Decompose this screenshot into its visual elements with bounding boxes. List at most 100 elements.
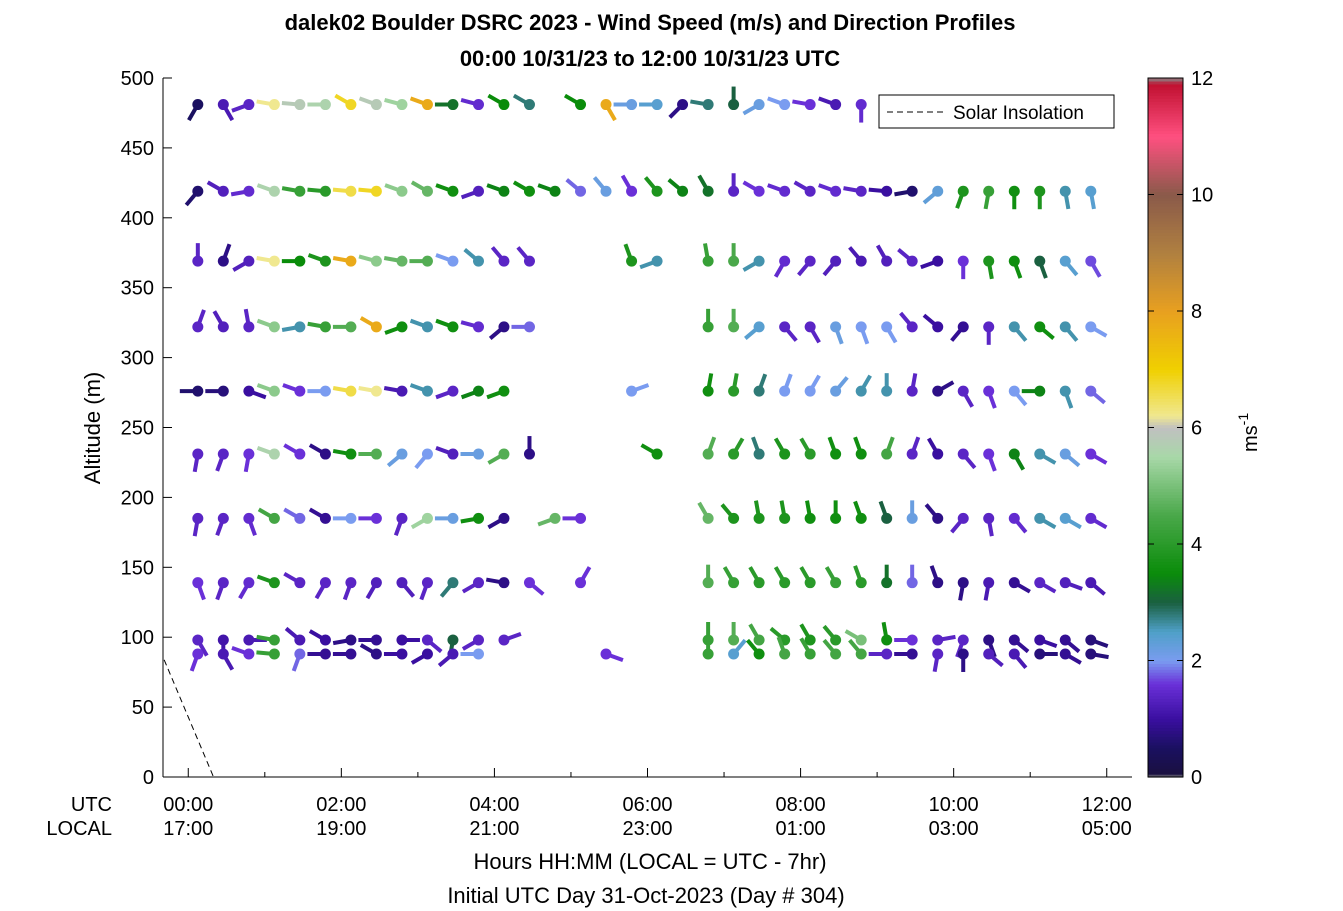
wind-barb-dot bbox=[804, 99, 816, 111]
wind-barb-dot bbox=[396, 99, 408, 111]
wind-barb-dot bbox=[345, 385, 357, 397]
wind-barb-dot bbox=[983, 448, 995, 460]
colorbar-segment bbox=[1148, 147, 1183, 152]
wind-barb-dot bbox=[447, 185, 459, 197]
wind-barb-dot bbox=[294, 634, 306, 646]
wind-barb-dot bbox=[1008, 634, 1020, 646]
colorbar-segment bbox=[1148, 631, 1183, 635]
colorbar-segment bbox=[1148, 619, 1183, 624]
wind-barb-dot bbox=[217, 255, 229, 267]
wind-barb-dot bbox=[447, 321, 459, 333]
wind-barb-dot bbox=[779, 577, 791, 589]
colorbar-segment bbox=[1148, 672, 1183, 676]
colorbar-segment bbox=[1148, 721, 1183, 726]
colorbar-segment bbox=[1148, 220, 1183, 225]
wind-barb-dot bbox=[1059, 185, 1071, 197]
colorbar-segment bbox=[1148, 156, 1183, 161]
colorbar-segment bbox=[1148, 136, 1183, 140]
wind-barb-dot bbox=[983, 512, 995, 524]
wind-barb-dot bbox=[370, 385, 382, 397]
colorbar-segment bbox=[1148, 657, 1183, 662]
wind-barb-dot bbox=[779, 385, 791, 397]
colorbar-segment bbox=[1148, 229, 1183, 233]
wind-barb-dot bbox=[932, 648, 944, 660]
wind-barb-dot bbox=[855, 321, 867, 333]
wind-barb-dot bbox=[575, 185, 587, 197]
colorbar-segment bbox=[1148, 663, 1183, 667]
wind-barb-dot bbox=[447, 99, 459, 111]
legend: Solar Insolation bbox=[878, 94, 1115, 129]
wind-barb-dot bbox=[549, 185, 561, 197]
wind-barb-dot bbox=[753, 385, 765, 397]
wind-barb-dot bbox=[830, 99, 842, 111]
colorbar-tick-label: 10 bbox=[1191, 185, 1213, 207]
wind-barb-dot bbox=[575, 577, 587, 589]
wind-barb-dot bbox=[728, 99, 740, 111]
colorbar-segment bbox=[1148, 182, 1183, 187]
colorbar-segment bbox=[1148, 634, 1183, 638]
wind-barb-dot bbox=[421, 634, 433, 646]
wind-barb-dot bbox=[192, 634, 204, 646]
wind-barb-dot bbox=[983, 577, 995, 589]
wind-barb-dot bbox=[243, 648, 255, 660]
colorbar-segment bbox=[1148, 640, 1183, 644]
colorbar-segment bbox=[1148, 121, 1183, 126]
colorbar-tick-label: 6 bbox=[1191, 418, 1202, 440]
colorbar-segment bbox=[1148, 308, 1183, 312]
y-tick-label: 250 bbox=[121, 418, 154, 440]
colorbar-segment bbox=[1148, 439, 1183, 443]
wind-barb-dot bbox=[396, 577, 408, 589]
colorbar-segment bbox=[1148, 95, 1183, 99]
wind-barb-dot bbox=[345, 577, 357, 589]
colorbar-segment bbox=[1148, 520, 1183, 525]
wind-barb-dot bbox=[192, 385, 204, 397]
x-tick-label-utc: 12:00 bbox=[1082, 794, 1132, 816]
colorbar-segment bbox=[1148, 564, 1183, 568]
wind-barb-dot bbox=[319, 185, 331, 197]
wind-barb-dot bbox=[523, 185, 535, 197]
wind-barb-dot bbox=[192, 648, 204, 660]
colorbar-segment bbox=[1148, 593, 1183, 598]
wind-barb-dot bbox=[243, 185, 255, 197]
wind-barb-dot bbox=[396, 512, 408, 524]
wind-barb-dot bbox=[217, 648, 229, 660]
wind-barb-dot bbox=[753, 577, 765, 589]
colorbar-segment bbox=[1148, 529, 1183, 533]
colorbar-segment bbox=[1148, 433, 1183, 437]
wind-barb-dot bbox=[804, 448, 816, 460]
wind-barb-dot bbox=[447, 512, 459, 524]
colorbar-segment bbox=[1148, 115, 1183, 120]
wind-barb-dot bbox=[294, 577, 306, 589]
wind-barb-dot bbox=[804, 512, 816, 524]
colorbar-segment bbox=[1148, 258, 1183, 263]
wind-barb-dot bbox=[830, 648, 842, 660]
wind-barb-dot bbox=[345, 634, 357, 646]
wind-barb-dot bbox=[1059, 385, 1071, 397]
wind-barb-dot bbox=[1008, 385, 1020, 397]
wind-barb-dot bbox=[906, 648, 918, 660]
wind-barb-dot bbox=[881, 634, 893, 646]
colorbar-segment bbox=[1148, 765, 1183, 769]
wind-barb-dot bbox=[498, 512, 510, 524]
wind-barb-dot bbox=[728, 385, 740, 397]
colorbar-segment bbox=[1148, 313, 1183, 318]
colorbar-segment bbox=[1148, 747, 1183, 752]
wind-barb-dot bbox=[268, 255, 280, 267]
colorbar-segment bbox=[1148, 357, 1183, 362]
wind-barb-dot bbox=[957, 577, 969, 589]
colorbar-segment bbox=[1148, 401, 1183, 405]
wind-barb-dot bbox=[319, 99, 331, 111]
wind-barb-dot bbox=[983, 255, 995, 267]
colorbar-segment bbox=[1148, 675, 1183, 679]
wind-barb-dot bbox=[1059, 648, 1071, 660]
colorbar-segment bbox=[1148, 191, 1183, 196]
wind-barb-dot bbox=[779, 321, 791, 333]
colorbar-segment bbox=[1148, 736, 1183, 740]
colorbar-segment bbox=[1148, 453, 1183, 458]
wind-barb-dot bbox=[600, 648, 612, 660]
colorbar-segment bbox=[1148, 689, 1183, 694]
colorbar-segment bbox=[1148, 89, 1183, 94]
wind-barb-dot bbox=[523, 255, 535, 267]
wind-barb-dot bbox=[779, 648, 791, 660]
wind-barb-dot bbox=[243, 634, 255, 646]
